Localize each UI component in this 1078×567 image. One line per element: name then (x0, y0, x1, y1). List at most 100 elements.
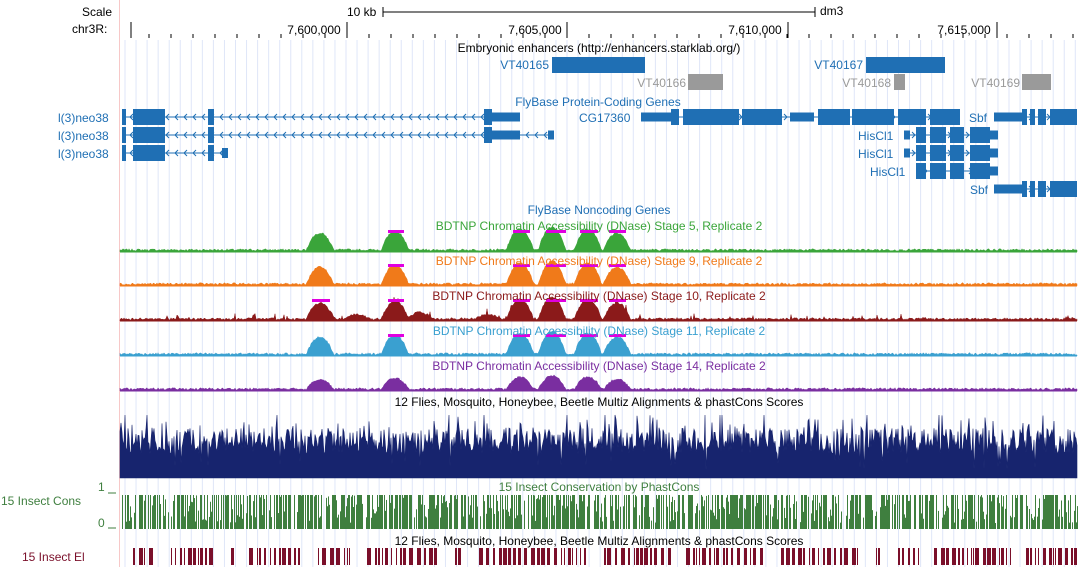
phastcons-bar (283, 495, 284, 529)
gene-strand-arrow (327, 131, 332, 139)
conserved-element (347, 548, 348, 565)
gene-label-sbf-2[interactable]: Sbf (970, 183, 989, 197)
phastcons-bar (131, 517, 132, 529)
phastcons-bar (126, 521, 127, 529)
phastcons-bar (904, 514, 905, 529)
phastcons-bar (489, 507, 490, 529)
phastcons-bar (142, 495, 143, 529)
multiz-track-title[interactable]: 12 Flies, Mosquito, Honeybee, Beetle Mul… (394, 395, 804, 409)
conserved-element (792, 548, 795, 565)
phastcons-bar (342, 495, 343, 529)
phastcons-track-title[interactable]: 15 Insect Conservation by PhastCons (498, 480, 700, 494)
phastcons-bar (571, 501, 572, 529)
conserved-element (282, 548, 286, 565)
phastcons-bar (319, 517, 320, 529)
conserved-element (1065, 548, 1068, 565)
gene-exon (970, 127, 990, 143)
phastcons-bar (1027, 505, 1028, 529)
phastcons-bar (997, 497, 998, 529)
enhancer-vt40166-label[interactable]: VT40166 (637, 76, 686, 90)
phastcons-bar (847, 495, 848, 529)
gene-label-l3neo38-3[interactable]: l(3)neo38 (58, 147, 109, 161)
phastcons-bar (823, 495, 824, 529)
dnase-stage5-title[interactable]: BDTNP Chromatin Accessibility (DNase) St… (435, 219, 763, 233)
dnase-clip-marker (546, 264, 566, 267)
phastcons-bar (737, 495, 738, 529)
phastcons-bar (732, 495, 733, 529)
enhancer-vt40169-label[interactable]: VT40169 (971, 76, 1020, 90)
phastcons-bar (435, 508, 436, 529)
phastcons-bar (749, 495, 750, 529)
enhancer-vt40167-label[interactable]: VT40167 (814, 58, 863, 72)
dnase-stage11-title[interactable]: BDTNP Chromatin Accessibility (DNase) St… (432, 324, 766, 338)
gene-strand-arrow (372, 131, 377, 139)
gene-label-l3neo38-2[interactable]: l(3)neo38 (58, 129, 109, 143)
conserved-element (1055, 548, 1056, 565)
phastcons-bar (426, 517, 427, 529)
conserved-element (139, 548, 143, 565)
phastcons-bar (1021, 495, 1022, 529)
phastcons-bar (1045, 495, 1046, 529)
gene-label-hiscl1-2[interactable]: HisCl1 (858, 147, 894, 161)
phastcons-side-label[interactable]: 15 Insect Cons (1, 494, 82, 508)
elements-track-title[interactable]: 12 Flies, Mosquito, Honeybee, Beetle Mul… (394, 534, 804, 548)
gene-label-sbf-1[interactable]: Sbf (969, 111, 988, 125)
phastcons-bar (678, 495, 679, 529)
phastcons-bar (130, 506, 131, 529)
conserved-element (621, 548, 625, 565)
phastcons-bar (886, 495, 887, 529)
phastcons-bar (944, 514, 945, 529)
enhancer-vt40168-label[interactable]: VT40168 (842, 76, 891, 90)
gene-label-cg17360[interactable]: CG17360 (579, 111, 631, 125)
conserved-element (844, 548, 848, 565)
phastcons-bar (623, 506, 624, 529)
gene-label-hiscl1-1[interactable]: HisCl1 (858, 129, 894, 143)
gene-strand-arrow (965, 149, 970, 157)
gene-strand-arrow (399, 131, 404, 139)
conserved-element (171, 548, 172, 565)
gene-strand-arrow (911, 149, 916, 157)
conserved-element (367, 548, 371, 565)
phastcons-bar (696, 505, 697, 529)
conserved-element (650, 548, 652, 565)
dnase-stage9-title[interactable]: BDTNP Chromatin Accessibility (DNase) St… (435, 254, 763, 268)
phastcons-bar (335, 495, 336, 529)
phastcons-bar (796, 501, 797, 529)
gene-strand-arrow (228, 113, 233, 121)
phastcons-bar (539, 499, 540, 529)
phastcons-bar (173, 500, 174, 529)
phastcons-bar (517, 515, 518, 529)
phastcons-bar (948, 507, 949, 529)
phastcons-bar (954, 522, 955, 529)
phastcons-bar (1032, 518, 1033, 529)
phastcons-bar (573, 495, 574, 529)
enhancers-track-title[interactable]: Embryonic enhancers (http://enhancers.st… (457, 41, 741, 55)
phastcons-bar (1011, 517, 1012, 529)
conserved-element (175, 548, 176, 565)
phastcons-bar (909, 500, 910, 529)
conserved-element (541, 548, 545, 565)
dnase-stage10-title[interactable]: BDTNP Chromatin Accessibility (DNase) St… (432, 289, 766, 303)
phastcons-bar (672, 496, 673, 529)
dnase-clip-marker (580, 230, 598, 233)
noncoding-track-title[interactable]: FlyBase Noncoding Genes (527, 203, 671, 217)
conserved-element (634, 548, 635, 565)
gene-label-hiscl1-3[interactable]: HisCl1 (870, 165, 906, 179)
enhancer-vt40165-label[interactable]: VT40165 (500, 58, 549, 72)
phastcons-bar (969, 495, 970, 529)
gene-label-l3neo38-1[interactable]: l(3)neo38 (58, 111, 109, 125)
dnase-stage14-title[interactable]: BDTNP Chromatin Accessibility (DNase) St… (432, 359, 766, 373)
elements-side-label[interactable]: 15 Insect El (22, 550, 85, 564)
conserved-element (640, 548, 643, 565)
phastcons-bar (986, 514, 987, 529)
phastcons-bar (629, 495, 630, 529)
gene-strand-arrow (255, 113, 260, 121)
protein-coding-track-title[interactable]: FlyBase Protein-Coding Genes (515, 95, 681, 109)
conserved-element (294, 548, 296, 565)
phastcons-bar (639, 515, 640, 529)
conserved-element (455, 548, 457, 565)
phastcons-bar (767, 495, 768, 529)
conserved-element (518, 548, 521, 565)
